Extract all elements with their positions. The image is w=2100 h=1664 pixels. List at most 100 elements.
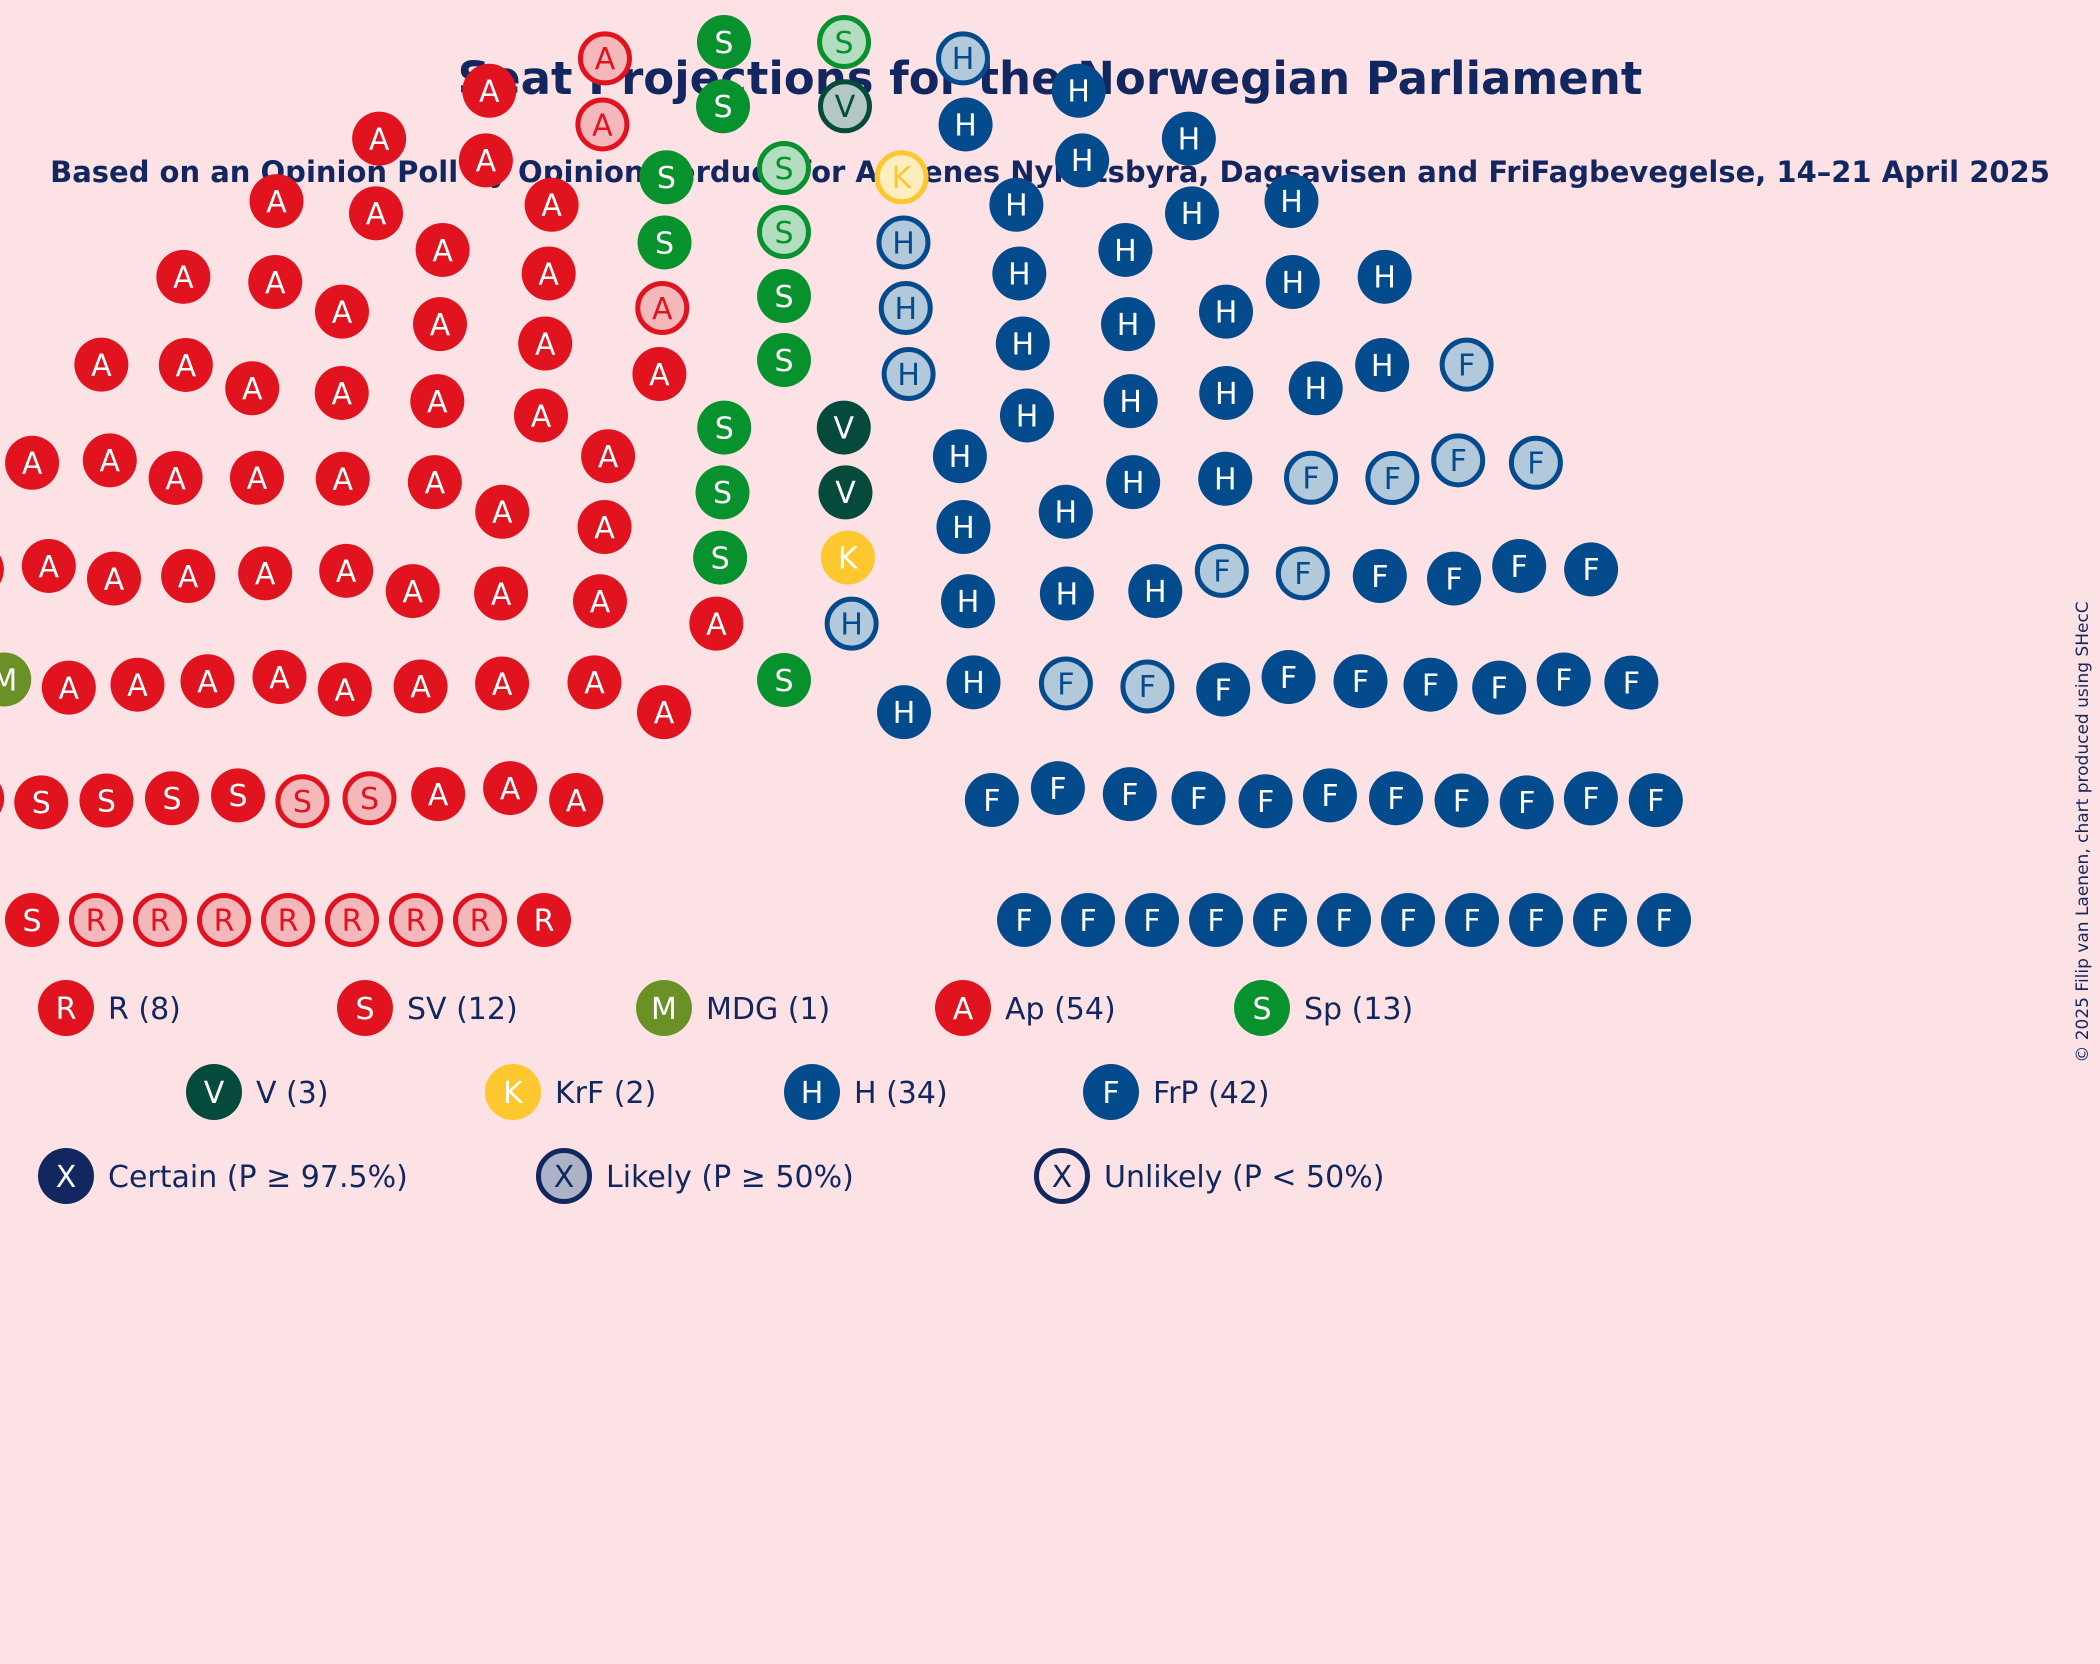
seat-a: A (314, 284, 369, 339)
seat-s: S (0, 784, 5, 813)
seat-circle (1499, 775, 1554, 830)
seat-circle (393, 659, 448, 714)
seat-letter: X (554, 1160, 575, 1195)
seat-h: H (876, 215, 931, 270)
seat-circle (110, 657, 165, 712)
seat-letter: R (56, 992, 77, 1027)
seat-circle (485, 1064, 541, 1120)
seat-circle (1039, 566, 1094, 621)
seat-circle (1431, 433, 1486, 488)
seat-letter: S (360, 782, 379, 817)
legend-swatch-r: R (38, 980, 94, 1036)
seat-letter: H (1178, 122, 1201, 157)
seat-f: F (1189, 893, 1243, 947)
seat-circle (1196, 662, 1251, 717)
seat-f: F (1102, 767, 1157, 822)
seat-f: F (1439, 337, 1494, 392)
seat-circle (881, 347, 936, 402)
seat-circle (1103, 374, 1158, 429)
seat-circle (639, 150, 694, 205)
seat-letter: A (369, 122, 390, 157)
seat-letter: A (410, 670, 431, 705)
seat-a: A (82, 433, 137, 488)
seat-letter: S (835, 26, 854, 61)
seat-circle (5, 435, 60, 490)
seat-circle (475, 484, 530, 539)
seat-h: H (1103, 374, 1158, 429)
seat-letter: M (0, 663, 17, 698)
seat-circle (314, 284, 369, 339)
seat-letter: H (1144, 575, 1167, 610)
seat-circle (1161, 111, 1216, 166)
seat-a: A (407, 455, 462, 510)
seat-circle (158, 337, 213, 392)
seat-letter: A (538, 257, 559, 292)
seat-circle (757, 269, 811, 323)
seat-a: A (458, 133, 513, 188)
seat-h: H (936, 31, 991, 86)
seat-h: H (1199, 284, 1254, 339)
seat-h: H (995, 316, 1050, 371)
seat-f: F (1352, 549, 1407, 603)
seat-letter: F (1422, 668, 1439, 703)
seat-letter: A (39, 550, 60, 585)
seat-circle (1573, 893, 1627, 947)
seat-circle (133, 893, 187, 947)
status-label: Unlikely (P < 50%) (1104, 1160, 1384, 1195)
seat-h: H (1198, 451, 1253, 506)
seat-letter: F (1384, 462, 1401, 497)
seat-letter: S (774, 216, 793, 251)
seat-a: A (180, 654, 235, 709)
seat-s: S (757, 333, 811, 387)
seat-letter: A (266, 185, 287, 220)
seat-circle (1098, 222, 1153, 277)
seat-a: A (86, 551, 141, 606)
seat-f: F (1564, 542, 1619, 597)
seat-letter: A (104, 562, 125, 597)
seat-s: S (695, 465, 750, 520)
seat-letter: S (97, 784, 116, 819)
seat-a: A (410, 374, 465, 429)
seat-a: A (577, 31, 632, 86)
seat-letter: V (834, 411, 855, 446)
seat-letter: H (1371, 349, 1394, 384)
seat-letter: F (1387, 782, 1404, 817)
seat-a: A (635, 280, 690, 335)
seat-letter: S (355, 992, 374, 1027)
seat-letter: S (713, 476, 732, 511)
seat-f: F (1038, 656, 1093, 711)
seat-f: F (1261, 650, 1316, 705)
seat-circle (575, 97, 630, 152)
seat-circle (69, 893, 123, 947)
seat-letter: H (962, 666, 985, 701)
seat-circle (757, 141, 811, 195)
seat-circle (148, 450, 203, 505)
seat-letter: H (1214, 463, 1237, 498)
seat-letter: H (1012, 327, 1035, 362)
seat-a: A (518, 316, 573, 371)
seat-circle (989, 177, 1044, 232)
seat-letter: A (595, 42, 616, 77)
seat-f: F (1194, 543, 1249, 598)
seat-letter: A (598, 440, 619, 475)
status-swatch-likely: X (536, 1148, 592, 1204)
seat-a: A (315, 451, 370, 506)
seat-a: A (575, 97, 630, 152)
seat-circle (517, 893, 571, 947)
seat-letter: A (592, 108, 613, 143)
seat-a: A (21, 538, 76, 593)
seat-circle (0, 784, 5, 813)
legend-label: Ap (54) (1005, 992, 1116, 1027)
seat-circle (518, 316, 573, 371)
seat-letter: S (293, 785, 312, 820)
seat-a: A (314, 365, 369, 420)
seat-s: S (5, 893, 59, 947)
seat-letter: K (892, 161, 913, 196)
seat-circle (877, 685, 931, 740)
seat-a: A (413, 297, 467, 352)
seat-circle (549, 773, 604, 827)
seat-f: F (1431, 433, 1486, 488)
seat-a: A (393, 659, 448, 714)
seat-letter: F (1302, 462, 1319, 497)
seat-letter: A (654, 696, 675, 731)
